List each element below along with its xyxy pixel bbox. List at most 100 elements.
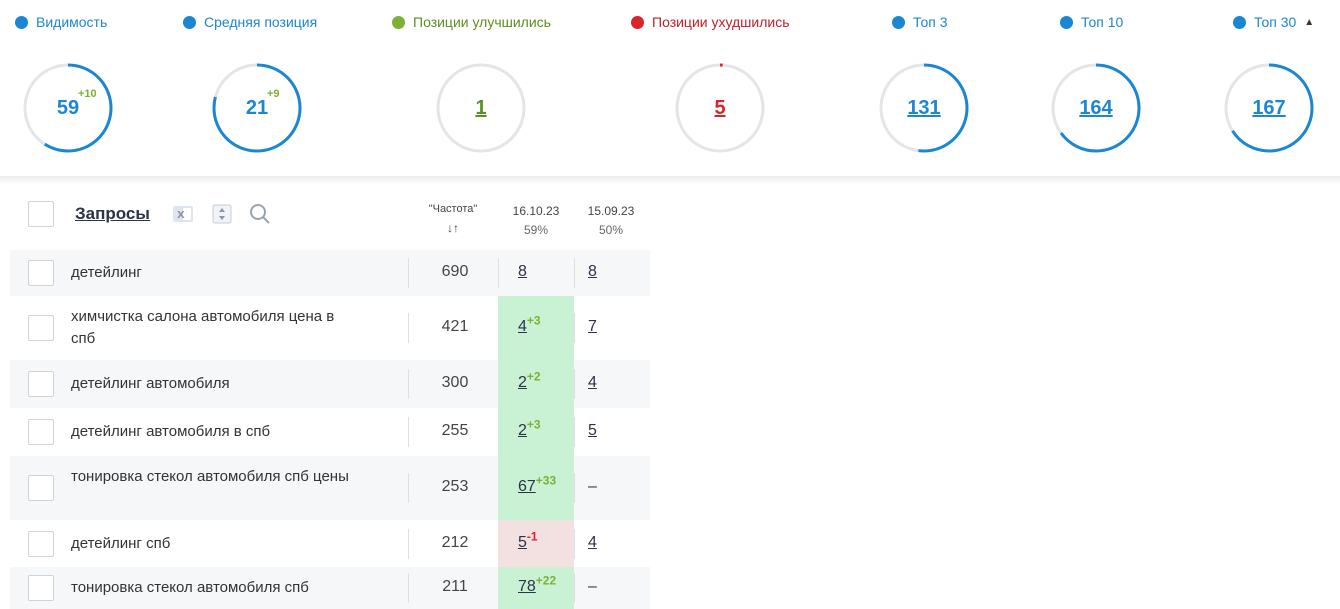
- position-link[interactable]: 8: [518, 263, 527, 280]
- metric-label: Видимость: [36, 14, 108, 30]
- metric-value[interactable]: 164: [1079, 96, 1113, 119]
- metric-label: Средняя позиция: [204, 14, 318, 30]
- column-divider: [498, 258, 499, 288]
- column-divider: [574, 369, 575, 399]
- metric-legend-7[interactable]: Топ 30 ▲: [1233, 12, 1314, 32]
- gauge-ring: [879, 63, 969, 153]
- table-row: детейлинг 690 8 8: [10, 250, 650, 296]
- row-checkbox[interactable]: [28, 575, 54, 601]
- row-checkbox[interactable]: [28, 315, 54, 341]
- current-position-cell: 8: [498, 250, 574, 296]
- gauge-arc: [1051, 63, 1141, 153]
- metric-gauge-6: 164: [1050, 62, 1142, 154]
- frequency-value: 212: [441, 533, 469, 551]
- metric-value[interactable]: 131: [907, 96, 941, 119]
- metric-legend-6[interactable]: Топ 10: [1060, 12, 1123, 32]
- column-divider: [408, 258, 409, 288]
- column-divider: [408, 473, 409, 503]
- metric-value: 59: [56, 96, 80, 119]
- position-link[interactable]: 4: [518, 318, 527, 335]
- position-link[interactable]: 67: [518, 478, 536, 495]
- legend-dot-icon: [15, 15, 28, 29]
- search-icon[interactable]: [249, 203, 271, 230]
- gauge-ring: [1051, 63, 1141, 153]
- column-divider: [408, 528, 409, 559]
- columns-settings-icon[interactable]: [212, 204, 232, 229]
- gauge-track: [436, 63, 526, 153]
- metric-legend-5[interactable]: Топ 3: [892, 12, 948, 32]
- frequency-value: 300: [441, 374, 469, 391]
- query-text: детейлинг автомобиля в спб: [71, 423, 271, 440]
- gauge-ring: [436, 63, 526, 153]
- row-checkbox[interactable]: [28, 260, 54, 286]
- query-text: детейлинг: [71, 264, 142, 281]
- frequency-column-header[interactable]: "Частота" ↓↑: [413, 200, 493, 238]
- position-delta: +22: [535, 573, 557, 588]
- position-delta: +3: [526, 417, 541, 432]
- position-delta: +2: [526, 369, 541, 384]
- column-divider: [408, 369, 409, 399]
- metric-value[interactable]: 167: [1252, 96, 1286, 119]
- previous-position[interactable]: 8: [588, 263, 597, 280]
- previous-position[interactable]: 4: [588, 374, 597, 391]
- table-row: детейлинг автомобиля в спб 255 2+3 5: [10, 408, 650, 456]
- gauge-arc: [23, 63, 113, 153]
- previous-percent: 50%: [598, 223, 624, 237]
- select-all-checkbox[interactable]: [28, 201, 54, 227]
- previous-date: 15.09.23: [587, 204, 635, 218]
- current-position-cell: 67+33: [498, 456, 574, 520]
- legend-dot-icon: [892, 15, 905, 29]
- query-text: детейлинг автомобиля: [71, 375, 230, 392]
- gauge-arc: [212, 63, 302, 153]
- metric-legend-2[interactable]: Средняя позиция: [183, 12, 317, 32]
- frequency-header-label: "Частота": [428, 203, 478, 215]
- metric-label: Позиции улучшились: [413, 14, 551, 30]
- position-link[interactable]: 2: [518, 374, 527, 391]
- gauge-arc: [1224, 63, 1314, 153]
- sort-icon[interactable]: ↓↑: [447, 221, 459, 235]
- metric-value[interactable]: 1: [475, 96, 487, 119]
- previous-position: –: [588, 578, 597, 595]
- metric-label: Топ 10: [1081, 14, 1124, 30]
- previous-position[interactable]: 7: [588, 318, 597, 335]
- row-checkbox[interactable]: [28, 530, 54, 557]
- query-text: тонировка стекол автомобиля спб: [71, 579, 309, 596]
- position-link[interactable]: 2: [518, 422, 527, 439]
- previous-position[interactable]: 5: [588, 422, 597, 439]
- current-date: 16.10.23: [512, 204, 560, 218]
- gauge-arc: [675, 63, 765, 153]
- metric-value[interactable]: 5: [714, 96, 726, 119]
- metric-gauge-4: 5: [674, 62, 766, 154]
- column-divider: [408, 417, 409, 447]
- position-link[interactable]: 78: [518, 578, 536, 595]
- table-row: тонировка стекол автомобиля спб цены 253 6…: [10, 456, 650, 520]
- current-position-cell: 4+3: [498, 296, 574, 360]
- metric-legend-3[interactable]: Позиции улучшились: [392, 12, 551, 32]
- metric-gauge-3: 1: [435, 62, 527, 154]
- excel-icon[interactable]: X: [172, 204, 194, 229]
- position-link[interactable]: 5: [518, 533, 527, 551]
- frequency-value: 421: [441, 318, 469, 335]
- metrics-panel: Видимость 59 +10 Средняя позиция 21 +9 Позиции…: [0, 0, 1340, 178]
- previous-position[interactable]: 4: [588, 533, 597, 551]
- row-checkbox[interactable]: [28, 475, 54, 501]
- column-divider: [574, 258, 575, 288]
- metric-gauge-5: 131: [878, 62, 970, 154]
- query-text: химчистка салона автомобиля цена в спб: [71, 308, 335, 347]
- table-row: тонировка стекол автомобиля спб 211 78+22 –: [10, 567, 650, 609]
- metric-legend-1[interactable]: Видимость: [15, 12, 107, 32]
- row-checkbox[interactable]: [28, 371, 54, 397]
- collapse-caret-icon[interactable]: ▲: [1304, 16, 1315, 28]
- metric-legend-4[interactable]: Позиции ухудшились: [631, 12, 790, 32]
- table-header: Запросы X "Частота" ↓↑ 16.10.23 59% 15.0…: [0, 184, 650, 250]
- frequency-value: 211: [442, 578, 468, 595]
- queries-title-link[interactable]: Запросы: [75, 204, 150, 223]
- previous-date-column-header: 15.09.23 50%: [576, 202, 646, 240]
- frequency-value: 255: [441, 422, 469, 439]
- position-delta: +33: [535, 473, 557, 488]
- svg-text:X: X: [177, 210, 185, 221]
- current-percent: 59%: [523, 223, 549, 237]
- gauge-arc: [879, 63, 969, 153]
- row-checkbox[interactable]: [28, 419, 54, 445]
- legend-dot-icon: [183, 15, 196, 29]
